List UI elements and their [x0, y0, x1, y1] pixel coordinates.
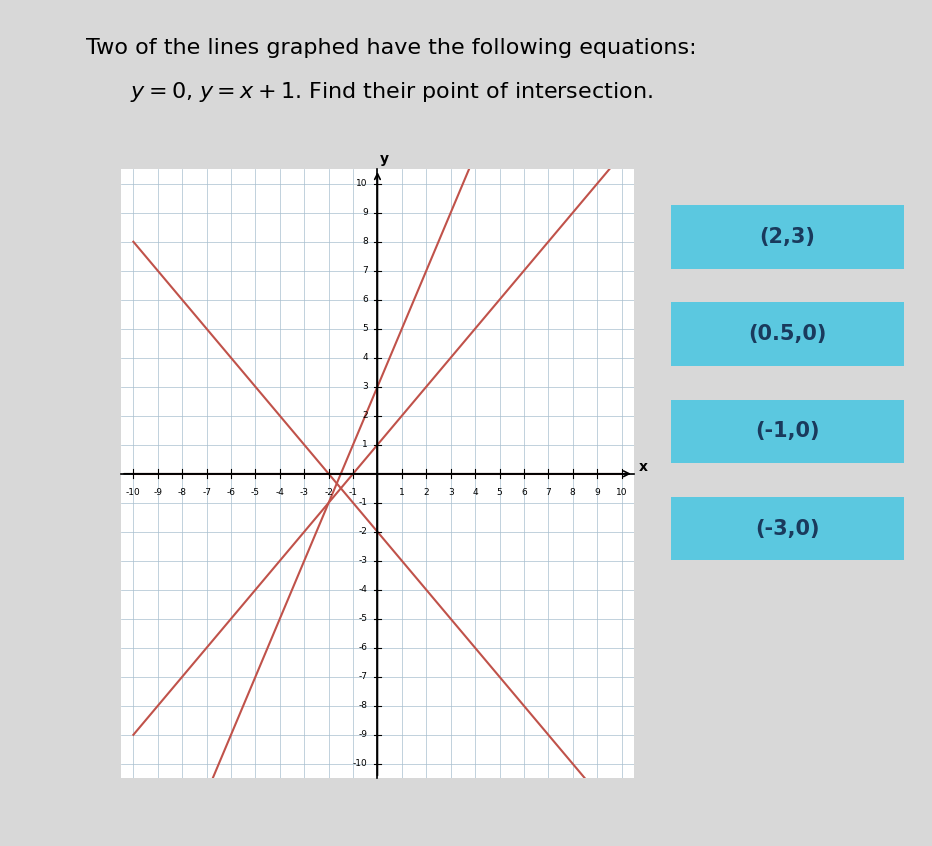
- FancyBboxPatch shape: [652, 395, 923, 469]
- Text: 9: 9: [595, 488, 600, 497]
- Text: 2: 2: [423, 488, 429, 497]
- Text: 1: 1: [399, 488, 404, 497]
- FancyBboxPatch shape: [652, 298, 923, 371]
- Text: 3: 3: [362, 382, 368, 391]
- Text: -5: -5: [359, 614, 368, 624]
- Text: (-3,0): (-3,0): [755, 519, 820, 539]
- Text: -1: -1: [349, 488, 358, 497]
- Text: 8: 8: [569, 488, 576, 497]
- Text: 10: 10: [616, 488, 627, 497]
- Text: 4: 4: [362, 354, 368, 362]
- Text: 5: 5: [362, 324, 368, 333]
- Text: 2: 2: [362, 411, 368, 420]
- Text: 7: 7: [362, 266, 368, 275]
- Text: -9: -9: [153, 488, 162, 497]
- Text: -10: -10: [126, 488, 141, 497]
- Text: 7: 7: [545, 488, 551, 497]
- Text: (2,3): (2,3): [760, 227, 816, 247]
- Text: 6: 6: [521, 488, 527, 497]
- Text: -6: -6: [226, 488, 236, 497]
- Text: 10: 10: [356, 179, 368, 188]
- Text: (0.5,0): (0.5,0): [748, 324, 827, 344]
- Text: -5: -5: [251, 488, 260, 497]
- Text: -4: -4: [275, 488, 284, 497]
- Text: -3: -3: [300, 488, 308, 497]
- Text: 3: 3: [447, 488, 454, 497]
- Text: -2: -2: [324, 488, 333, 497]
- Text: -3: -3: [359, 557, 368, 565]
- Text: -7: -7: [359, 673, 368, 681]
- Text: (-1,0): (-1,0): [755, 421, 820, 442]
- Text: -4: -4: [359, 585, 368, 594]
- Text: -7: -7: [202, 488, 211, 497]
- Text: -2: -2: [359, 527, 368, 536]
- Text: 1: 1: [362, 440, 368, 449]
- Text: 6: 6: [362, 295, 368, 305]
- Text: -1: -1: [359, 498, 368, 508]
- Text: -8: -8: [359, 701, 368, 711]
- Text: 9: 9: [362, 208, 368, 217]
- Text: x: x: [638, 459, 648, 474]
- Text: Two of the lines graphed have the following equations:: Two of the lines graphed have the follow…: [86, 38, 697, 58]
- Text: -6: -6: [359, 643, 368, 652]
- FancyBboxPatch shape: [652, 492, 923, 566]
- FancyBboxPatch shape: [652, 201, 923, 274]
- Text: 4: 4: [473, 488, 478, 497]
- Text: y: y: [380, 152, 390, 167]
- Text: -10: -10: [353, 760, 368, 768]
- Text: -9: -9: [359, 730, 368, 739]
- Text: 5: 5: [497, 488, 502, 497]
- Text: 8: 8: [362, 237, 368, 246]
- Text: $y=0$, $y=x+1$. Find their point of intersection.: $y=0$, $y=x+1$. Find their point of inte…: [130, 80, 652, 104]
- Text: -8: -8: [178, 488, 186, 497]
